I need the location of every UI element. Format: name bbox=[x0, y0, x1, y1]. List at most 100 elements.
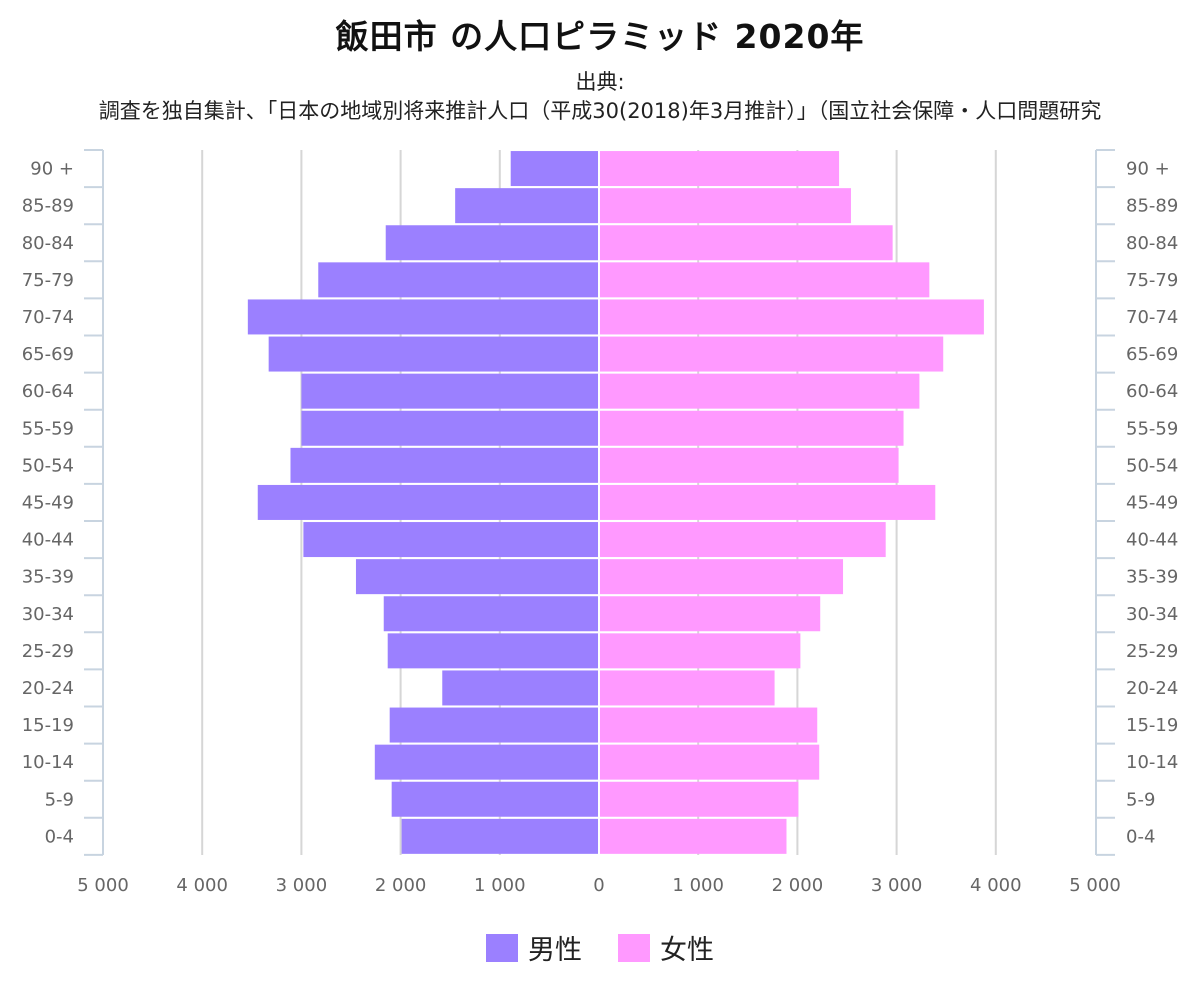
x-tick-label: 4 000 bbox=[970, 875, 1022, 896]
bar-male bbox=[318, 262, 599, 298]
bar-female bbox=[599, 744, 820, 780]
category-label-right: 35-39 bbox=[1126, 567, 1178, 588]
bar-male bbox=[303, 522, 599, 558]
bar-male bbox=[374, 744, 599, 780]
bar-female bbox=[599, 299, 984, 335]
bar-female bbox=[599, 188, 851, 224]
bar-male bbox=[510, 151, 599, 187]
legend-label-female: 女性 bbox=[660, 935, 714, 966]
bar-female bbox=[599, 151, 840, 187]
category-label-left: 20-24 bbox=[22, 678, 74, 699]
category-label-right: 50-54 bbox=[1126, 455, 1178, 476]
bar-female bbox=[599, 818, 787, 854]
category-label-left: 70-74 bbox=[22, 307, 74, 328]
category-label-left: 35-39 bbox=[22, 567, 74, 588]
bar-female bbox=[599, 596, 821, 632]
bar-male bbox=[455, 188, 599, 224]
category-label-right: 10-14 bbox=[1126, 752, 1178, 773]
category-label-left: 25-29 bbox=[22, 641, 74, 662]
category-label-left: 45-49 bbox=[22, 492, 74, 513]
bar-male bbox=[387, 633, 599, 669]
x-tick-label: 3 000 bbox=[276, 875, 328, 896]
category-label-left: 75-79 bbox=[22, 270, 74, 291]
source-label: 出典: bbox=[575, 70, 625, 94]
legend-swatch-male bbox=[486, 933, 518, 962]
source-text: 調査を独自集計、「日本の地域別将来推計人口（平成30(2018)年3月推計）」（… bbox=[98, 99, 1102, 123]
category-label-right: 0-4 bbox=[1126, 826, 1155, 847]
bar-male bbox=[355, 559, 599, 595]
category-label-left: 80-84 bbox=[22, 233, 74, 254]
legend: 男性 女性 bbox=[0, 928, 1200, 967]
x-tick-label: 4 000 bbox=[176, 875, 228, 896]
category-label-left: 65-69 bbox=[22, 344, 74, 365]
bar-male bbox=[301, 373, 599, 409]
bar-male bbox=[389, 707, 599, 743]
axis-layer bbox=[84, 149, 1115, 856]
bar-female bbox=[599, 410, 904, 446]
legend-swatch-female bbox=[618, 933, 650, 962]
category-label-right: 70-74 bbox=[1126, 307, 1178, 328]
bar-male bbox=[257, 484, 599, 520]
bar-male bbox=[247, 299, 599, 335]
bar-female bbox=[599, 447, 899, 483]
legend-item-male[interactable]: 男性 bbox=[486, 928, 582, 967]
category-label-right: 60-64 bbox=[1126, 381, 1178, 402]
bar-female bbox=[599, 707, 818, 743]
category-label-left: 55-59 bbox=[22, 418, 74, 439]
category-label-left: 90 + bbox=[30, 159, 74, 180]
bar-female bbox=[599, 373, 920, 409]
category-label-right: 55-59 bbox=[1126, 418, 1178, 439]
bar-female bbox=[599, 522, 886, 558]
category-label-left: 40-44 bbox=[22, 530, 74, 551]
category-label-right: 90 + bbox=[1126, 159, 1170, 180]
category-label-right: 20-24 bbox=[1126, 678, 1178, 699]
category-label-right: 45-49 bbox=[1126, 492, 1178, 513]
bar-male bbox=[391, 781, 599, 817]
category-label-left: 5-9 bbox=[45, 789, 74, 810]
bar-female bbox=[599, 262, 930, 298]
category-label-left: 50-54 bbox=[22, 455, 74, 476]
x-tick-label: 1 000 bbox=[474, 875, 526, 896]
category-label-left: 10-14 bbox=[22, 752, 74, 773]
bar-male bbox=[383, 596, 599, 632]
category-label-right: 5-9 bbox=[1126, 789, 1155, 810]
x-tick-label: 0 bbox=[593, 875, 604, 896]
category-label-right: 30-34 bbox=[1126, 604, 1178, 625]
category-label-left: 0-4 bbox=[45, 826, 74, 847]
bar-male bbox=[301, 410, 599, 446]
bar-layer bbox=[247, 150, 984, 855]
category-label-left: 15-19 bbox=[22, 715, 74, 736]
category-label-right: 85-89 bbox=[1126, 196, 1178, 217]
category-label-right: 75-79 bbox=[1126, 270, 1178, 291]
category-label-left: 60-64 bbox=[22, 381, 74, 402]
bar-male bbox=[385, 225, 599, 261]
x-tick-label: 3 000 bbox=[871, 875, 923, 896]
x-tick-label: 5 000 bbox=[77, 875, 129, 896]
legend-item-female[interactable]: 女性 bbox=[618, 928, 714, 967]
x-tick-label: 5 000 bbox=[1069, 875, 1121, 896]
bar-female bbox=[599, 484, 936, 520]
bar-female bbox=[599, 336, 944, 372]
bar-female bbox=[599, 670, 775, 706]
x-tick-label: 1 000 bbox=[672, 875, 724, 896]
x-tick-label: 2 000 bbox=[772, 875, 824, 896]
bar-male bbox=[442, 670, 599, 706]
bar-male bbox=[401, 818, 599, 854]
x-tick-label: 2 000 bbox=[375, 875, 427, 896]
bar-female bbox=[599, 781, 799, 817]
chart-title: 飯田市 の人口ピラミッド 2020年 bbox=[335, 17, 865, 56]
legend-label-male: 男性 bbox=[528, 935, 582, 966]
bar-male bbox=[290, 447, 599, 483]
category-label-right: 80-84 bbox=[1126, 233, 1178, 254]
category-label-left: 85-89 bbox=[22, 196, 74, 217]
bar-female bbox=[599, 559, 844, 595]
category-label-right: 65-69 bbox=[1126, 344, 1178, 365]
category-label-right: 25-29 bbox=[1126, 641, 1178, 662]
bar-female bbox=[599, 633, 801, 669]
bar-female bbox=[599, 225, 893, 261]
category-label-right: 15-19 bbox=[1126, 715, 1178, 736]
category-label-left: 30-34 bbox=[22, 604, 74, 625]
category-label-right: 40-44 bbox=[1126, 530, 1178, 551]
